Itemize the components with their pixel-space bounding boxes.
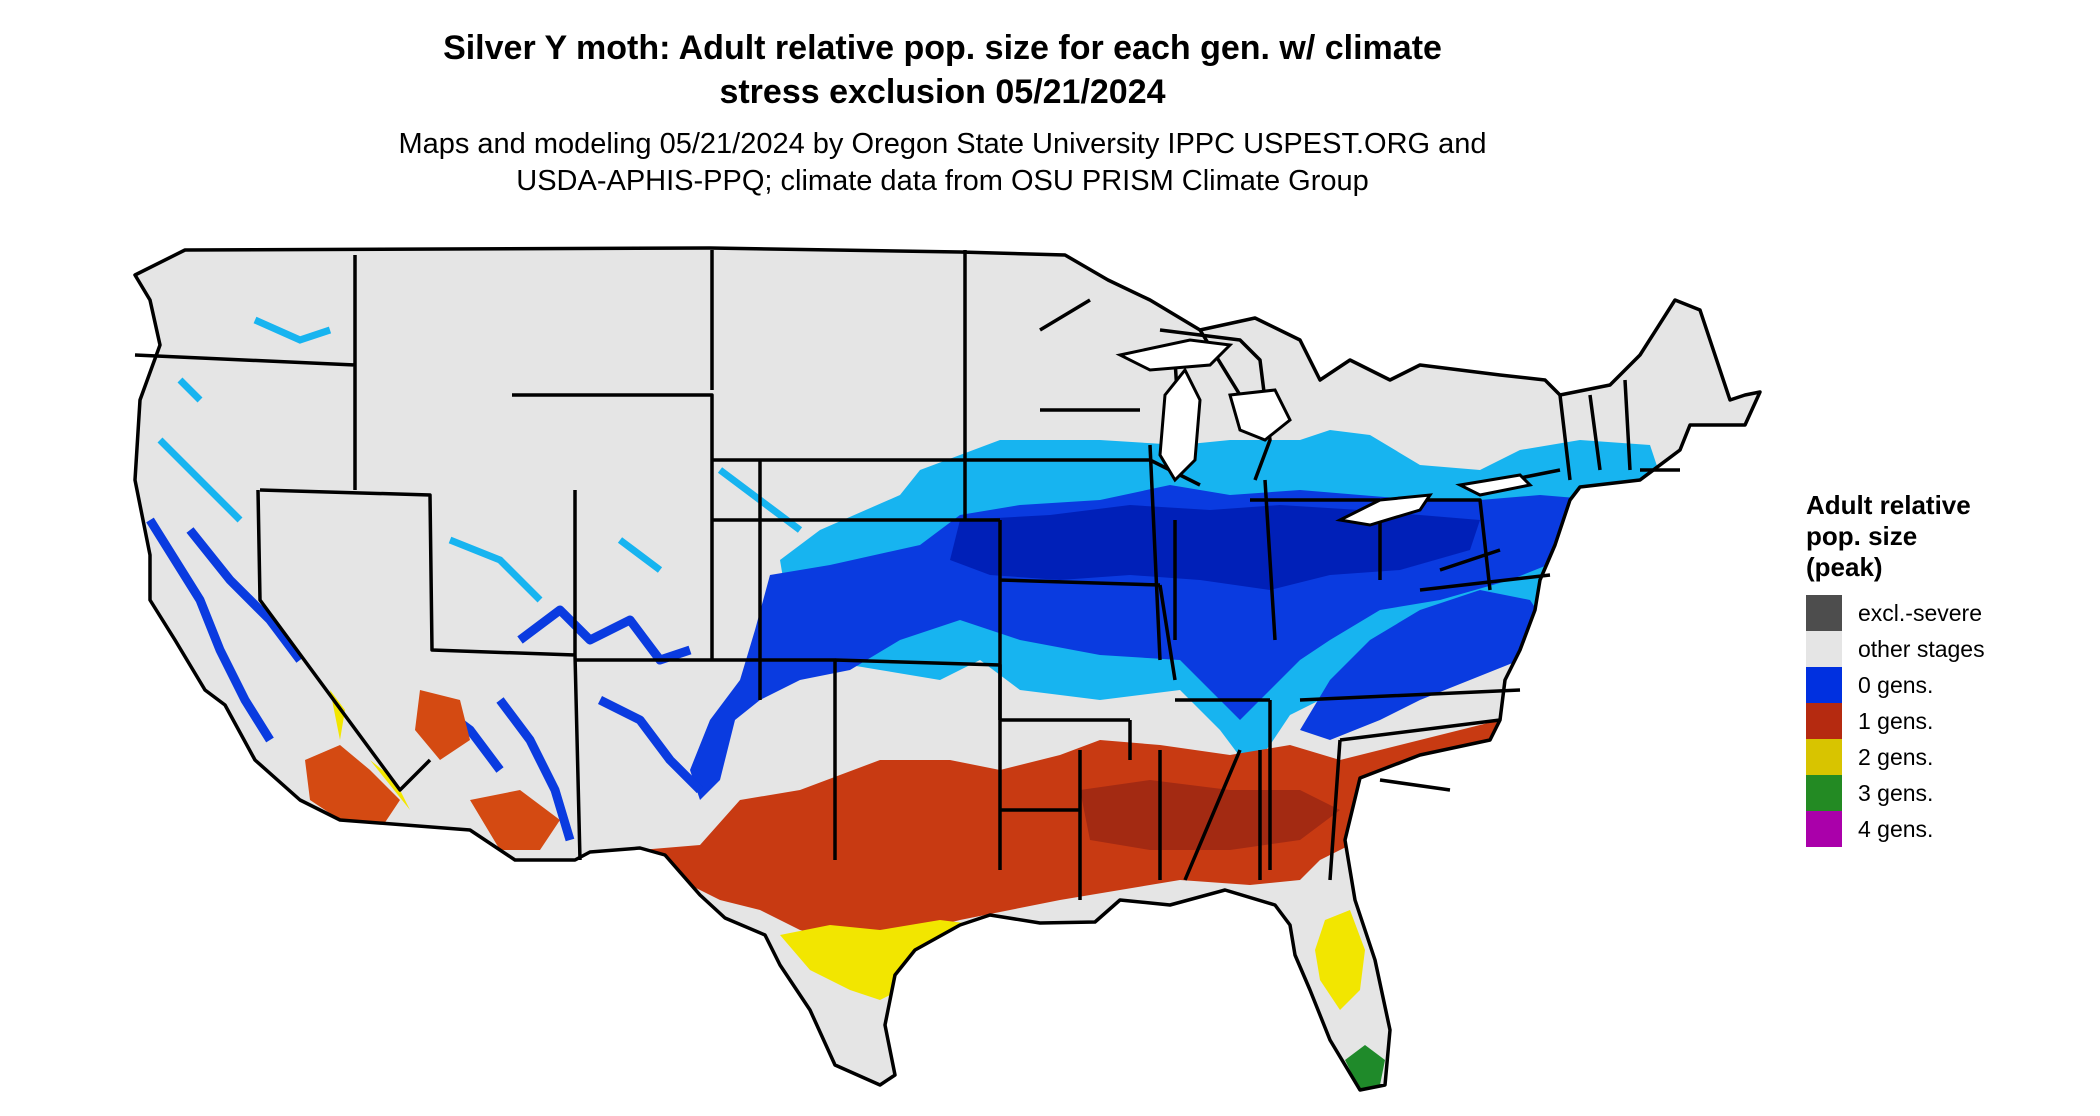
legend-swatch [1806,631,1842,667]
title-line-1: Silver Y moth: Adult relative pop. size … [443,29,1442,67]
zone-red-west [305,690,560,850]
map-subtitle: Maps and modeling 05/21/2024 by Oregon S… [0,126,1885,200]
legend-item: 1 gens. [1806,703,2086,739]
legend-label: 3 gens. [1858,779,1934,806]
legend-label: excl.-severe [1858,599,1982,626]
zone-yellow-florida [1315,910,1365,1010]
zone-blue-west [146,517,704,842]
legend-item: other stages [1806,631,2086,667]
subtitle-line-1: Maps and modeling 05/21/2024 by Oregon S… [398,128,1487,160]
legend-swatch [1806,703,1842,739]
legend-item: 0 gens. [1806,667,2086,703]
legend-swatch [1806,667,1842,703]
legend-label: 4 gens. [1858,815,1934,842]
legend-title: Adult relative pop. size (peak) [1806,490,2086,583]
legend-swatch [1806,811,1842,847]
legend-item: 4 gens. [1806,811,2086,847]
zone-blue-appalachia [1300,590,1550,740]
subtitle-line-2: USDA-APHIS-PPQ; climate data from OSU PR… [516,165,1369,197]
great-lakes [1115,338,1534,527]
legend-swatch [1806,775,1842,811]
title-line-2: stress exclusion 05/21/2024 [719,73,1166,111]
legend-title-line-2: pop. size [1806,521,1918,551]
legend-label: 1 gens. [1858,707,1934,734]
legend-label: 2 gens. [1858,743,1934,770]
zone-yellow-west [330,690,410,810]
legend-swatch [1806,595,1842,631]
legend-items: excl.-severe other stages 0 gens. 1 gens. 2 … [1806,595,2086,847]
legend-title-line-1: Adult relative [1806,490,1971,520]
map-title: Silver Y moth: Adult relative pop. size … [0,26,1885,114]
legend-title-line-3: (peak) [1806,552,1883,582]
legend-item: 2 gens. [1806,739,2086,775]
zone-dark-red-core [1080,780,1340,850]
state-borders [133,246,1762,1092]
legend-label: other stages [1858,635,1985,662]
legend: Adult relative pop. size (peak) excl.-se… [1806,490,2086,847]
legend-item: 3 gens. [1806,775,2086,811]
legend-label: 0 gens. [1858,671,1934,698]
legend-item: excl.-severe [1806,595,2086,631]
zone-lightblue-west [157,316,803,603]
legend-swatch [1806,739,1842,775]
zone-dark-blue-core [950,505,1480,590]
zone-red-band [640,720,1500,945]
